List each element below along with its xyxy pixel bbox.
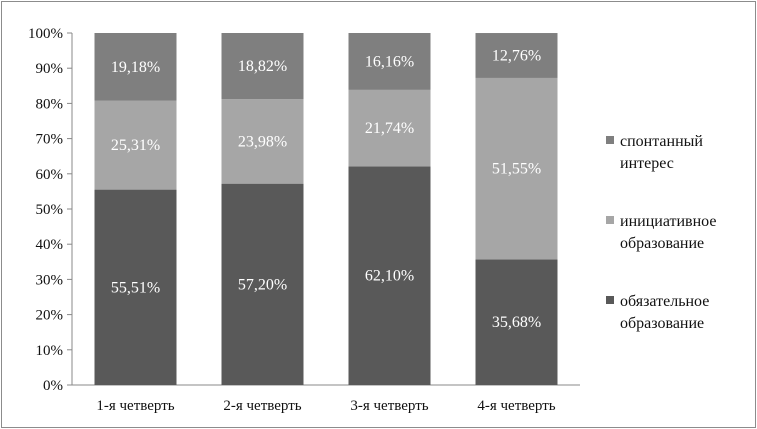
bar-segment-2 bbox=[221, 99, 304, 184]
data-label: 23,98% bbox=[238, 133, 287, 150]
bar-segment-2 bbox=[475, 77, 558, 260]
data-label: 16,16% bbox=[365, 53, 414, 70]
legend-swatch bbox=[606, 136, 614, 144]
bar-segment-3 bbox=[221, 33, 304, 100]
y-tick-label: 20% bbox=[36, 308, 64, 324]
data-label: 18,82% bbox=[238, 58, 287, 75]
data-label: 21,74% bbox=[365, 120, 414, 137]
bar-segment-1 bbox=[94, 189, 177, 385]
data-label: 12,76% bbox=[492, 47, 541, 64]
data-label: 62,10% bbox=[365, 268, 414, 285]
y-tick-label: 70% bbox=[36, 132, 64, 148]
data-label: 57,20% bbox=[238, 276, 287, 293]
legend-swatch bbox=[606, 216, 614, 224]
legend-swatch bbox=[606, 296, 614, 304]
y-tick-label: 0% bbox=[43, 378, 63, 394]
bar-segment-3 bbox=[475, 33, 558, 78]
y-tick-label: 50% bbox=[36, 202, 64, 218]
data-label: 19,18% bbox=[111, 59, 160, 76]
y-tick-label: 10% bbox=[36, 343, 64, 359]
y-tick-label: 90% bbox=[36, 61, 64, 77]
y-tick-label: 30% bbox=[36, 272, 64, 288]
legend-label: обязательное bbox=[620, 293, 709, 310]
legend-label: спонтанный bbox=[620, 133, 703, 150]
bar-segment-2 bbox=[94, 100, 177, 190]
x-category-label: 2-я четверть bbox=[223, 398, 301, 414]
legend-label: образование bbox=[620, 235, 704, 252]
x-category-label: 3-я четверть bbox=[350, 398, 428, 414]
legend-label: инициативное bbox=[620, 213, 716, 230]
bar-segment-1 bbox=[475, 259, 558, 385]
x-category-label: 1-я четверть bbox=[96, 398, 174, 414]
bar-segment-1 bbox=[348, 166, 431, 385]
bar-segment-3 bbox=[94, 33, 177, 101]
data-label: 51,55% bbox=[492, 161, 541, 178]
bar-segment-1 bbox=[221, 183, 304, 385]
data-label: 25,31% bbox=[111, 137, 160, 154]
x-category-label: 4-я четверть bbox=[477, 398, 555, 414]
bar-segment-3 bbox=[348, 33, 431, 90]
y-tick-label: 40% bbox=[36, 237, 64, 253]
y-tick-label: 100% bbox=[28, 26, 63, 42]
data-label: 35,68% bbox=[492, 314, 541, 331]
legend-label: интерес bbox=[620, 155, 674, 172]
legend-label: образование bbox=[620, 315, 704, 332]
data-label: 55,51% bbox=[111, 279, 160, 296]
y-tick-label: 60% bbox=[36, 167, 64, 183]
bar-segment-2 bbox=[348, 89, 431, 167]
y-tick-label: 80% bbox=[36, 96, 64, 112]
